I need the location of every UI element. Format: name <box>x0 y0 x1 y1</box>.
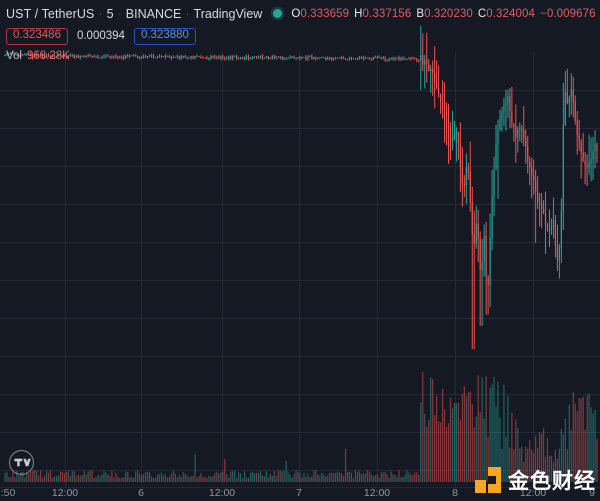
publisher-watermark: 金色财经 <box>475 465 596 495</box>
time-axis-tick: 6 <box>138 487 144 499</box>
time-axis-tick: 12:00 <box>519 487 547 499</box>
time-axis-tick: 7 <box>296 487 302 499</box>
time-axis-tick: 12:00 <box>51 487 79 499</box>
time-axis-tick: 9 <box>589 487 595 499</box>
time-axis[interactable]: :50 12:00 6 12:00 7 12:00 8 12:00 9 <box>0 487 600 501</box>
candlestick-series <box>4 25 598 350</box>
publisher-name: 金色财经 <box>508 469 596 493</box>
chart-gridlines <box>0 52 600 487</box>
time-axis-tick: 8 <box>452 487 458 499</box>
time-axis-tick: :50 <box>0 487 16 499</box>
jinse-logo-mark <box>475 467 501 493</box>
volume-series <box>4 371 598 482</box>
tradingview-logo[interactable] <box>8 449 35 476</box>
time-axis-tick: 12:00 <box>208 487 236 499</box>
time-axis-tick: 12:00 <box>363 487 391 499</box>
